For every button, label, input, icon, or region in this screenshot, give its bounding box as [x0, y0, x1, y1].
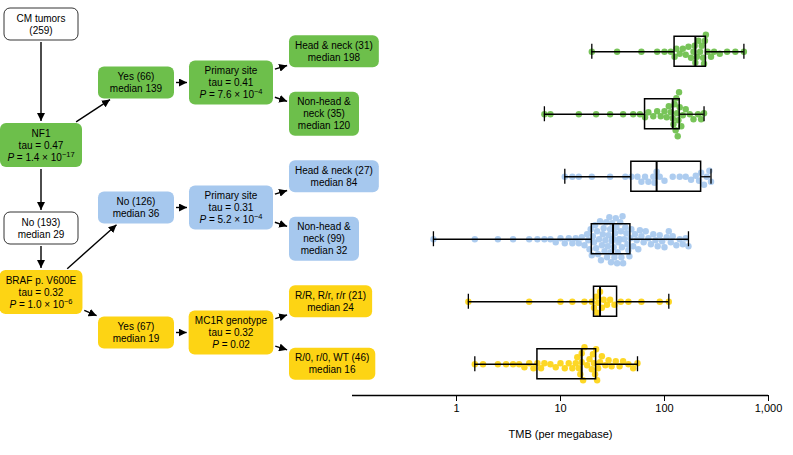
svg-text:1,000: 1,000 [755, 402, 783, 414]
svg-text:median 19: median 19 [113, 333, 160, 344]
svg-text:NF1: NF1 [32, 128, 51, 139]
svg-text:1: 1 [453, 402, 459, 414]
svg-text:Head & neck (27): Head & neck (27) [295, 165, 373, 176]
svg-text:Head & neck (31): Head & neck (31) [295, 40, 373, 51]
svg-text:Primary site: Primary site [205, 65, 258, 76]
svg-text:tau = 0.41: tau = 0.41 [209, 77, 254, 88]
svg-text:tau = 0.47: tau = 0.47 [19, 140, 64, 151]
svg-text:TMB (per megabase): TMB (per megabase) [509, 428, 613, 440]
svg-text:tau = 0.32: tau = 0.32 [209, 327, 254, 338]
svg-text:(259): (259) [29, 25, 52, 36]
svg-text:median 198: median 198 [308, 52, 361, 63]
svg-text:P = 1.4 × 10−17: P = 1.4 × 10−17 [7, 150, 74, 163]
svg-text:Non-head &: Non-head & [297, 221, 351, 232]
svg-text:P = 0.02: P = 0.02 [212, 339, 250, 350]
svg-text:neck (35): neck (35) [303, 108, 345, 119]
svg-text:P = 7.6 × 10−4: P = 7.6 × 10−4 [199, 87, 262, 100]
svg-text:median 84: median 84 [311, 177, 358, 188]
svg-text:10: 10 [554, 402, 566, 414]
svg-text:CM tumors: CM tumors [17, 13, 66, 24]
svg-text:MC1R genotype: MC1R genotype [195, 315, 268, 326]
svg-text:No (193): No (193) [22, 217, 61, 228]
svg-text:100: 100 [655, 402, 673, 414]
svg-text:neck (99): neck (99) [303, 233, 345, 244]
svg-text:No (126): No (126) [117, 196, 156, 207]
svg-text:R/0, r/0, WT (46): R/0, r/0, WT (46) [295, 352, 369, 363]
svg-text:median 139: median 139 [110, 83, 163, 94]
svg-text:Yes (66): Yes (66) [118, 71, 155, 82]
svg-text:R/R, R/r, r/r (21): R/R, R/r, r/r (21) [295, 290, 366, 301]
svg-text:P = 1.0 × 10−6: P = 1.0 × 10−6 [9, 297, 72, 310]
svg-text:median 24: median 24 [307, 302, 354, 313]
svg-text:median 36: median 36 [113, 208, 160, 219]
svg-text:P = 5.2 × 10−4: P = 5.2 × 10−4 [199, 212, 262, 225]
svg-text:tau = 0.31: tau = 0.31 [209, 202, 254, 213]
svg-text:Primary site: Primary site [205, 190, 258, 201]
svg-text:median 120: median 120 [298, 120, 351, 131]
svg-text:tau = 0.32: tau = 0.32 [19, 287, 64, 298]
svg-text:Yes (67): Yes (67) [118, 321, 155, 332]
svg-text:median 29: median 29 [18, 229, 65, 240]
svg-text:BRAF p. V600E: BRAF p. V600E [6, 275, 77, 286]
svg-text:Non-head &: Non-head & [297, 96, 351, 107]
svg-text:median 16: median 16 [309, 364, 356, 375]
svg-text:median 32: median 32 [301, 245, 348, 256]
